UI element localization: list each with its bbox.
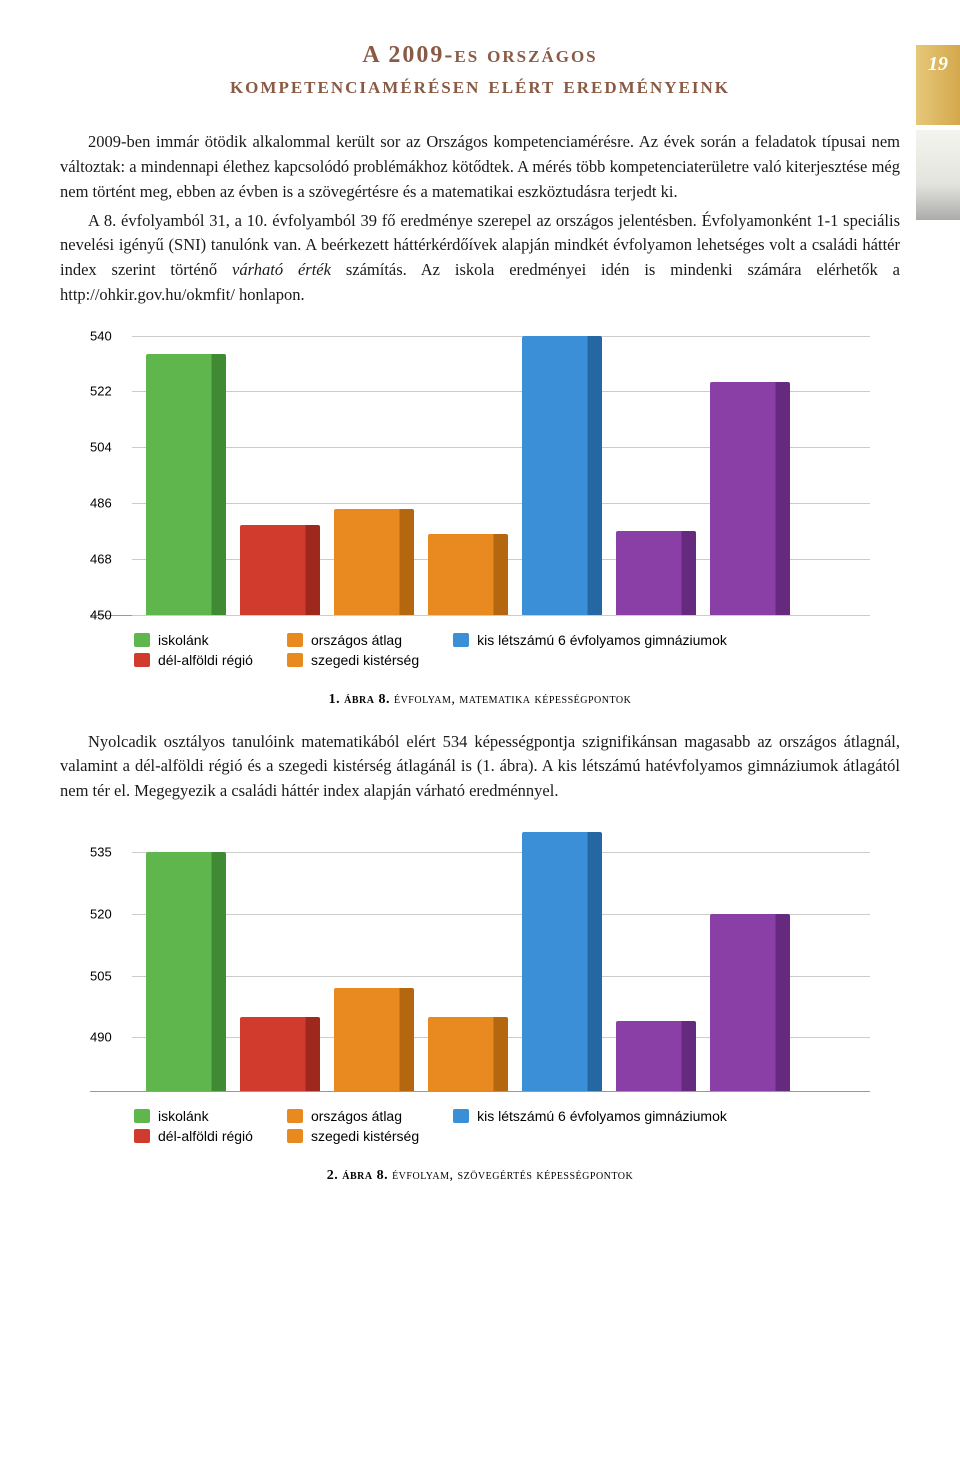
chart-1-container: 540 522 504 486 468 450 — [60, 326, 900, 620]
chart-1: 540522504486468450 — [90, 336, 870, 616]
chart-bar — [710, 382, 790, 615]
chart-bar — [616, 1021, 696, 1091]
y-axis-label: 490 — [90, 1030, 112, 1045]
y-axis-label: 486 — [90, 496, 112, 511]
chart-2-caption: 2. ábra 8. évfolyam, szövegértés képessé… — [60, 1168, 900, 1184]
y-axis-label: 540 — [90, 328, 112, 343]
legend-swatch-szegedi — [287, 653, 303, 667]
page-number-tab: 19 — [916, 45, 960, 125]
intro-paragraph-2: A 8. évfolyamból 31, a 10. évfolyamból 3… — [60, 209, 900, 308]
chart-bar — [428, 534, 508, 615]
y-axis-label: 520 — [90, 907, 112, 922]
chart-1-caption: 1. ábra 8. évfolyam, matematika képesség… — [60, 692, 900, 708]
chart-bar — [146, 852, 226, 1090]
y-axis-label: 504 — [90, 440, 112, 455]
chart-bar — [428, 1017, 508, 1091]
chart-bar — [616, 531, 696, 615]
y-axis-label: 535 — [90, 845, 112, 860]
page-title: A 2009-es országos kompetenciamérésen el… — [60, 40, 900, 102]
chart-2-legend: iskolánk dél-alföldi régió országos átla… — [60, 1096, 900, 1150]
legend-swatch-delalfold — [134, 653, 150, 667]
chart-bar — [240, 1017, 320, 1091]
chart-legend: iskolánk dél-alföldi régió országos átla… — [60, 620, 900, 674]
page-number: 19 — [928, 53, 948, 76]
side-strip-photo — [916, 130, 960, 220]
y-axis-label: 505 — [90, 968, 112, 983]
chart-bar — [146, 354, 226, 614]
chart-2: 535 520 505 490 — [90, 832, 870, 1092]
y-axis-label: 450 — [90, 607, 112, 622]
y-axis-label: 522 — [90, 384, 112, 399]
chart-bar — [522, 336, 602, 615]
chart-bar — [522, 832, 602, 1091]
legend-swatch-orszagos — [287, 633, 303, 647]
chart-bar — [240, 525, 320, 615]
legend-swatch-delalfold — [134, 1129, 150, 1143]
legend-swatch-iskolank — [134, 1109, 150, 1123]
analysis-paragraph: Nyolcadik osztályos tanulóink matematiká… — [60, 730, 900, 804]
legend-swatch-orszagos — [287, 1109, 303, 1123]
chart-bar — [710, 914, 790, 1091]
legend-swatch-szegedi — [287, 1129, 303, 1143]
chart-2-container: 535 520 505 490 — [60, 822, 900, 1096]
chart-bar — [334, 988, 414, 1091]
y-axis-label: 468 — [90, 551, 112, 566]
legend-swatch-iskolank — [134, 633, 150, 647]
legend-swatch-kisletszamu — [453, 633, 469, 647]
chart-bar — [334, 509, 414, 614]
intro-paragraph: 2009-ben immár ötödik alkalommal került … — [60, 130, 900, 204]
legend-swatch-kisletszamu — [453, 1109, 469, 1123]
